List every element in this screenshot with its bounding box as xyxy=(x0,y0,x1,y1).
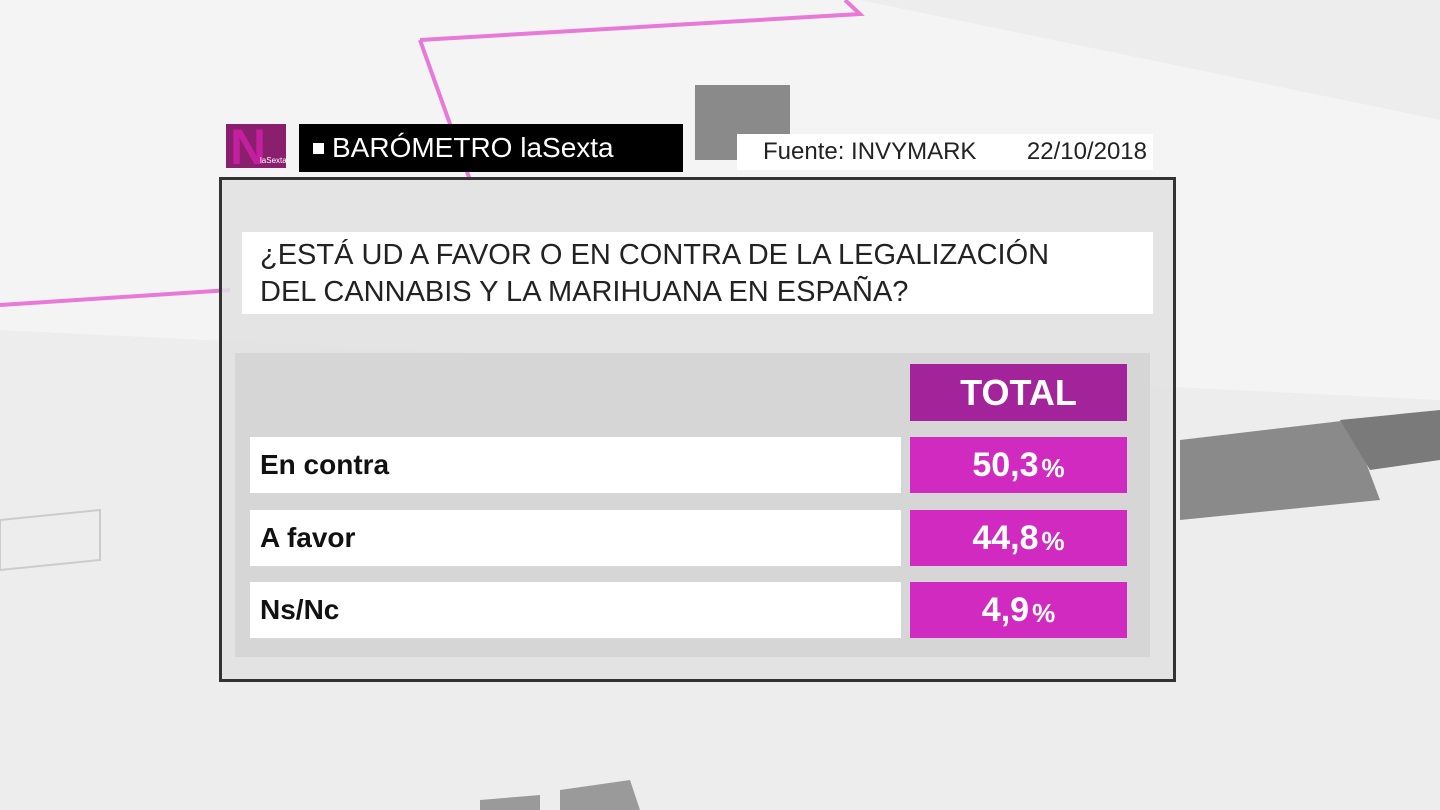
unit: % xyxy=(1032,597,1056,628)
bullet xyxy=(313,142,324,154)
source-box: Fuente: INVYMARK 22/10/2018 xyxy=(737,134,1153,170)
row-value: 4,9% xyxy=(910,582,1127,638)
header-title: BARÓMETRO laSexta xyxy=(332,132,614,163)
unit: % xyxy=(1041,452,1065,483)
question-line: DEL CANNABIS Y LA MARIHUANA EN ESPAÑA? xyxy=(260,276,909,308)
date: 22/10/2018 xyxy=(1026,138,1147,165)
column-header: TOTAL xyxy=(910,364,1127,421)
row-value: 44,8% xyxy=(910,510,1127,566)
row-label: A favor xyxy=(250,510,901,566)
source: Fuente: INVYMARK xyxy=(763,138,977,165)
row-value: 50,3% xyxy=(910,437,1127,493)
unit: % xyxy=(1041,525,1065,556)
row-label: Ns/Nc xyxy=(250,582,901,638)
logo-letter: N xyxy=(230,119,267,175)
value: 4,9 xyxy=(981,590,1030,629)
logo: N laSexta xyxy=(226,119,287,175)
value: 44,8 xyxy=(972,518,1039,557)
question-line: ¿ESTÁ UD A FAVOR O EN CONTRA DE LA LEGAL… xyxy=(260,239,1050,271)
row-label: En contra xyxy=(250,437,901,493)
header-title-box: BARÓMETRO laSexta xyxy=(299,124,683,172)
logo-brand: laSexta xyxy=(260,156,287,165)
value: 50,3 xyxy=(972,445,1039,484)
question-box: ¿ESTÁ UD A FAVOR O EN CONTRA DE LA LEGAL… xyxy=(242,232,1153,314)
